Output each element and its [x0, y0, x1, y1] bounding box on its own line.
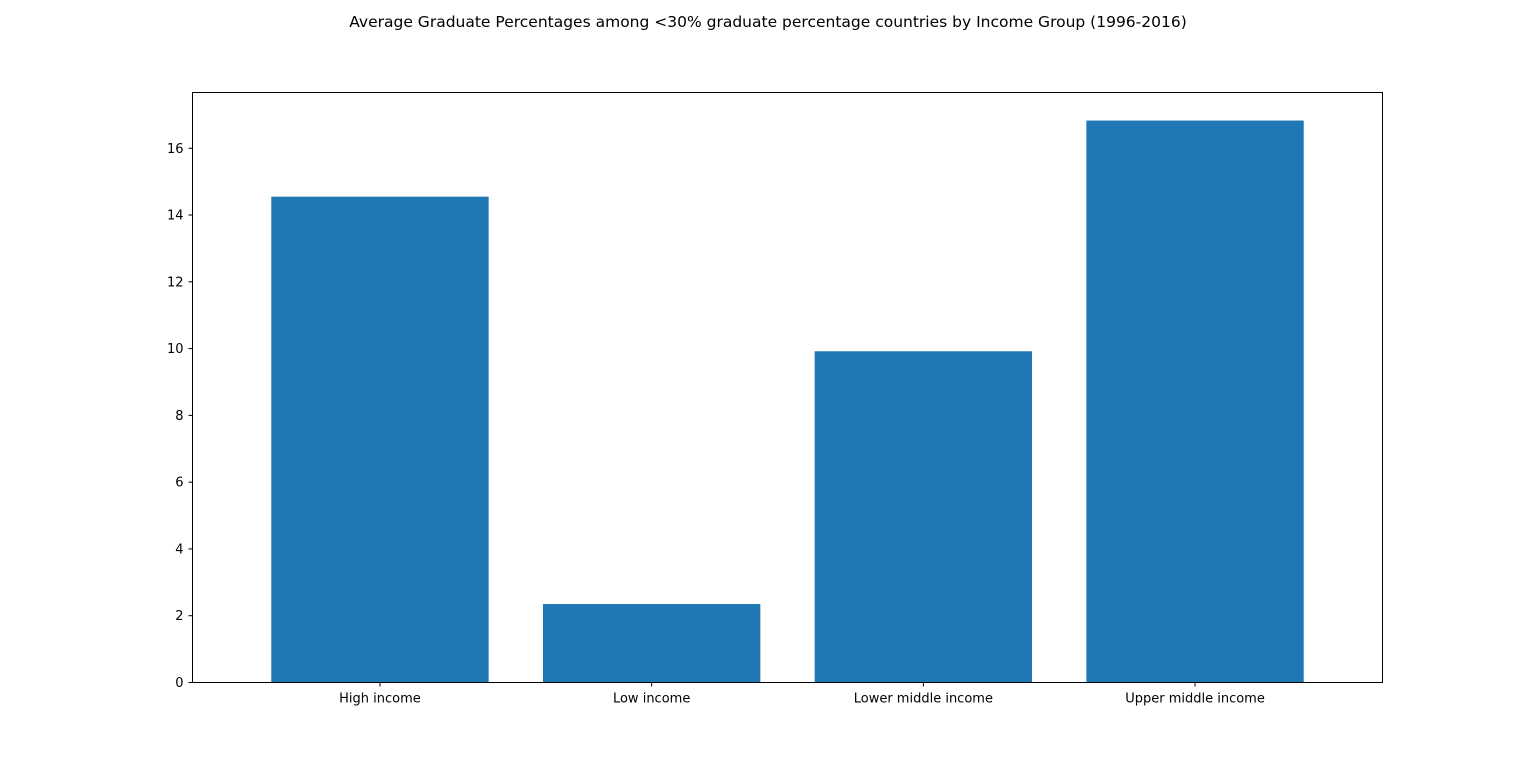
bar-low-income — [542, 604, 761, 683]
x-axis: High income Low income Lower middle income… — [339, 682, 1265, 707]
plot-area-frame — [192, 92, 1383, 683]
y-tick-label: 14 — [167, 209, 184, 224]
bars-group — [271, 120, 1304, 683]
x-tick-label: High income — [339, 692, 421, 707]
bar-high-income — [271, 196, 489, 683]
y-axis: 0 2 4 6 8 10 12 14 16 — [167, 142, 193, 691]
y-tick-label: 12 — [167, 275, 184, 290]
y-tick-label: 0 — [175, 676, 183, 691]
x-tick-label: Upper middle income — [1125, 692, 1265, 707]
y-tick-label: 6 — [175, 476, 183, 491]
bar-lower-middle-income — [814, 351, 1033, 683]
bar-upper-middle-income — [1086, 120, 1304, 683]
chart-title: Average Graduate Percentages among <30% … — [349, 13, 1187, 31]
y-tick-label: 4 — [175, 542, 183, 557]
y-tick-label: 16 — [167, 142, 184, 157]
x-tick-label: Lower middle income — [854, 692, 993, 707]
x-tick-label: Low income — [613, 692, 690, 707]
y-tick-label: 2 — [175, 609, 183, 624]
y-tick-label: 8 — [175, 409, 183, 424]
y-tick-label: 10 — [167, 342, 184, 357]
